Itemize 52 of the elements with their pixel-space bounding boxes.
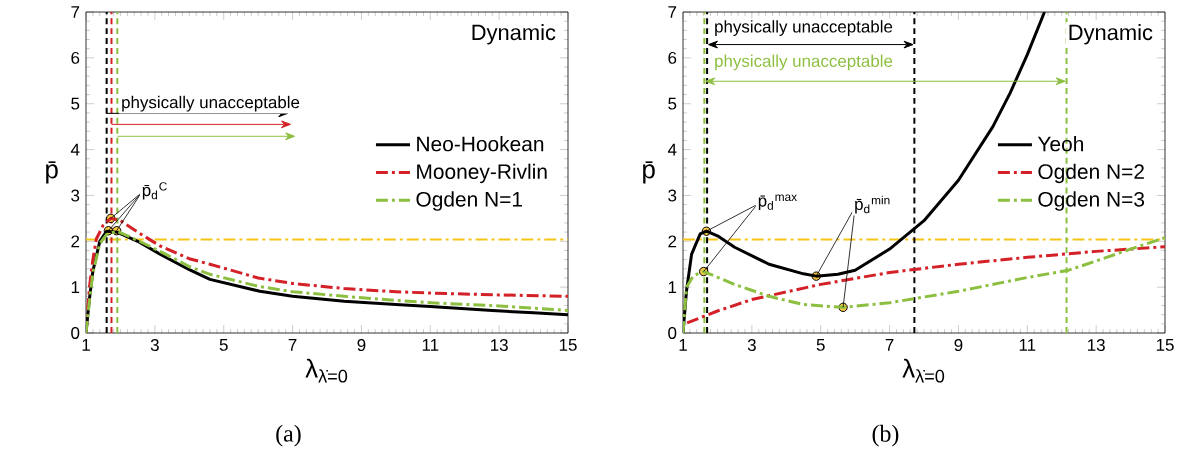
y-tick-label: 2 — [668, 235, 677, 248]
x-tick-label: 13 — [491, 339, 508, 352]
annotation: p̄$_{d}$min — [855, 195, 890, 214]
annotation: physically unacceptable — [715, 54, 893, 71]
y-tick-label: 0 — [668, 327, 677, 339]
y-tick-label: 1 — [668, 281, 677, 293]
annotation: p̄$_{d}$C — [142, 182, 167, 200]
x-tick-label: 9 — [954, 339, 963, 352]
x-tick-label: 1 — [82, 339, 90, 351]
y-tick-label: 3 — [71, 189, 80, 202]
y-tick-label: 1 — [71, 281, 80, 293]
x-tick-label: 7 — [885, 339, 894, 351]
annotation: Dynamic — [1069, 24, 1153, 45]
x-tick-label: 7 — [288, 339, 297, 351]
y-tick-label: 4 — [70, 143, 80, 156]
x-tick-label: 9 — [357, 339, 366, 352]
text: (a) — [276, 424, 301, 447]
annotation: physically unacceptable — [122, 95, 300, 112]
y-axis-title: p̄ — [46, 161, 58, 184]
x-tick-label: 3 — [747, 339, 756, 352]
y-tick-label: 4 — [667, 143, 677, 156]
x-tick-label: 5 — [816, 339, 825, 351]
y-tick-label: 0 — [71, 327, 80, 339]
y-tick-label: 6 — [668, 51, 677, 64]
y-tick-label: 5 — [668, 97, 677, 110]
x-tick-label: 5 — [219, 339, 228, 351]
x-tick-label: 15 — [1156, 339, 1174, 351]
y-axis-title: p̄ — [643, 161, 655, 184]
y-tick-label: 7 — [71, 6, 80, 18]
annotation: p̄$_{d}$max — [758, 194, 797, 211]
legend-label: Neo-Hookean — [417, 136, 544, 152]
legend-label: Ogden N=1 — [416, 191, 522, 211]
y-tick-label: 7 — [668, 6, 677, 18]
x-tick-label: 15 — [559, 339, 577, 351]
x-tick-label: 3 — [150, 339, 159, 352]
x-tick-label: 11 — [422, 339, 439, 351]
x-axis-title: λ$_{λ̇=0}$ — [902, 358, 945, 383]
legend-label: Yeoh — [1037, 136, 1084, 152]
x-tick-label: 11 — [1019, 339, 1036, 351]
y-tick-label: 6 — [71, 51, 80, 64]
annotation: physically unacceptable — [715, 20, 893, 36]
text: (b) — [872, 424, 899, 447]
x-tick-label: 1 — [679, 339, 687, 351]
legend-label: Mooney-Rivlin — [417, 163, 547, 184]
y-tick-label: 2 — [71, 235, 80, 248]
y-tick-label: 5 — [71, 97, 80, 110]
annotation: Dynamic — [472, 24, 556, 45]
x-tick-label: 13 — [1088, 339, 1105, 352]
legend-label: Ogden N=3 — [1038, 191, 1145, 211]
y-tick-label: 3 — [668, 189, 677, 202]
x-axis-title: λ$_{λ̇=0}$ — [305, 358, 348, 383]
legend-label: Ogden N=2 — [1038, 163, 1144, 184]
